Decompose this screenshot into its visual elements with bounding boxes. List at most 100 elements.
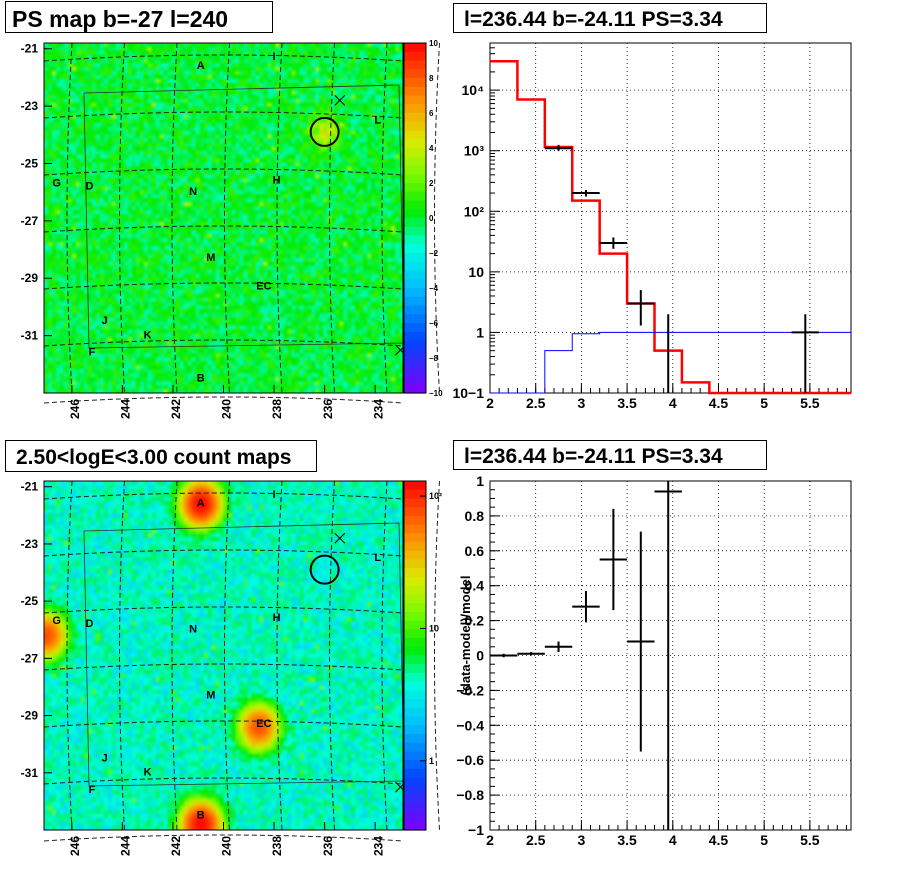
y-axis-label: (data-model)/model (458, 576, 473, 696)
colorbar-cell (404, 235, 426, 245)
y-tick-label: 0.2 (465, 613, 485, 629)
x-tick-label: 2.5 (526, 395, 546, 411)
x-tick-label: 238 (270, 399, 284, 419)
colorbar-tick-label: 10 (429, 39, 438, 48)
colorbar-cell (404, 253, 426, 263)
map-grid-line (43, 492, 404, 500)
residual-panel: 2 2.5 3 3.5 4 4.5 5 5.5 1 0.8 0.6 0.4 0.2 0 −0.2 −0.4 −0… (456, 473, 852, 848)
colorbar-cell (404, 270, 426, 280)
y-tick-label: -31 (21, 329, 39, 343)
colorbar-cell (404, 812, 426, 822)
x-tick-label: 244 (119, 836, 133, 856)
source-label: G (52, 177, 61, 189)
colorbar-cell (404, 305, 426, 315)
colorbar-tick-label: −2 (429, 249, 439, 258)
map-grid-line (119, 42, 125, 394)
colorbar-cell (404, 803, 426, 814)
source-label: H (273, 612, 281, 624)
colorbar-cell (404, 489, 426, 500)
x-tick-label: 3.5 (617, 832, 637, 848)
colorbar-cell (404, 183, 426, 193)
plot-frame (489, 42, 852, 394)
colorbar-cell (404, 174, 426, 184)
y-tick-label: -23 (21, 99, 39, 113)
colorbar-cell (404, 384, 426, 394)
x-tick-label: 236 (321, 399, 335, 419)
x-tick-label: 238 (270, 836, 284, 856)
map-grid-line (329, 42, 335, 394)
source-label: L (374, 552, 381, 564)
source-label: A (197, 498, 205, 510)
colorbar-cell (404, 716, 426, 726)
map-grid-line (434, 480, 440, 831)
count-map-panel: A I L G D H N M EC J K F B 246 244 242 240 238 236 234 -21 -2… (21, 480, 442, 856)
colorbar-tick-label: 8 (429, 74, 434, 83)
colorbar-cell (404, 699, 426, 709)
colorbar-cell (404, 349, 426, 359)
y-tick-label: -25 (21, 594, 39, 608)
source-label: G (52, 615, 61, 627)
source-label: M (206, 252, 215, 264)
colorbar-cell (404, 629, 426, 639)
x-tick-label: 5.5 (800, 395, 820, 411)
colorbar-tick-label: −10 (429, 389, 443, 398)
map-grid-line (66, 42, 73, 394)
colorbar-cell (404, 156, 426, 167)
map-grid-line (43, 663, 404, 671)
colorbar-cell (404, 130, 426, 140)
colorbar-cell (404, 707, 426, 718)
map-grid-line (43, 339, 404, 347)
colorbar-cell (404, 43, 426, 53)
colorbar-cell (404, 113, 426, 123)
colorbar-cell (404, 358, 426, 368)
colorbar-cell (404, 725, 426, 735)
x-tick-label: 242 (169, 399, 183, 419)
colorbar-cell (404, 244, 426, 254)
colorbar-cell (404, 51, 426, 62)
count-map-title: 2.50<logE<3.00 count maps (5, 440, 317, 472)
colorbar-cell (404, 331, 426, 342)
map-grid-line (43, 396, 404, 404)
source-label: I (273, 489, 276, 501)
map-grid-line (224, 42, 230, 394)
colorbar-cell (404, 533, 426, 543)
colorbar-cell (404, 104, 426, 114)
colorbar-cell (404, 603, 426, 613)
colorbar-cell (404, 594, 426, 604)
x-tick-label: 5.5 (800, 832, 820, 848)
colorbar-cell (404, 585, 426, 596)
cross-marker (334, 95, 346, 106)
colorbar-cell (404, 139, 426, 149)
colorbar-cell (404, 524, 426, 534)
colorbar-cell (404, 690, 426, 700)
colorbar-cell (404, 323, 426, 333)
colorbar-cell (404, 542, 426, 552)
x-tick-label: 4 (669, 832, 677, 848)
source-label: K (144, 329, 152, 341)
colorbar-tick-label: 2 (429, 179, 434, 188)
histogram-series (490, 331, 851, 394)
colorbar-cell (404, 279, 426, 289)
colorbar-cell (404, 568, 426, 578)
x-tick-label: 3.5 (617, 395, 637, 411)
colorbar-cell (404, 646, 426, 657)
map-grid-line (43, 168, 404, 176)
colorbar-tick-label: −4 (429, 284, 439, 293)
x-tick-label: 5 (760, 832, 768, 848)
source-label: EC (256, 718, 271, 730)
map-grid-line (43, 777, 404, 785)
source-label: N (189, 186, 197, 198)
y-tick-label: 1 (476, 324, 484, 340)
y-tick-label: 10² (464, 203, 485, 219)
target-circle (309, 554, 340, 585)
y-tick-label: 0.6 (465, 543, 485, 559)
map-grid-line (276, 42, 283, 394)
colorbar-cell (404, 340, 426, 350)
colorbar-cell (404, 226, 426, 237)
map-grid-line (43, 111, 404, 119)
y-tick-label: 10³ (464, 143, 485, 159)
source-label: F (89, 784, 96, 796)
colorbar-cell (404, 611, 426, 622)
